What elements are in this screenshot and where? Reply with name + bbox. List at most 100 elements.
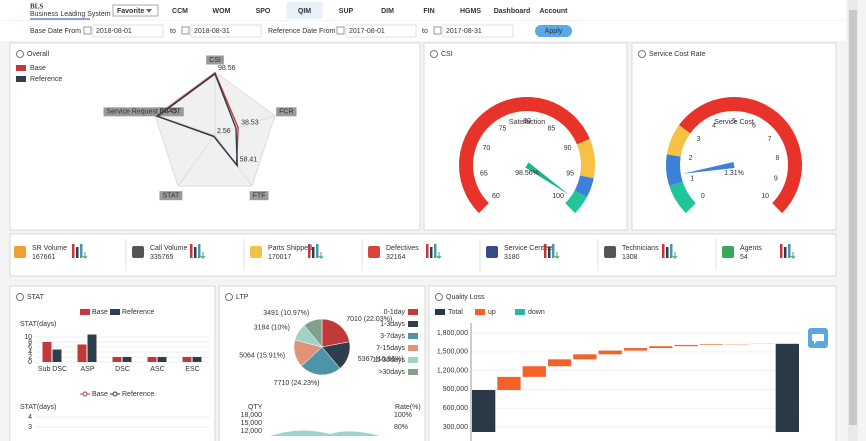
nav-tab[interactable]: Dashboard <box>494 8 531 15</box>
legend-swatch <box>408 345 418 351</box>
nav-tab[interactable]: DIM <box>381 8 394 15</box>
apply-button[interactable] <box>535 25 572 37</box>
waterfall-bar <box>623 348 648 351</box>
date-value: 2018-08-31 <box>194 28 230 35</box>
y-tick-label: 15,000 <box>241 420 263 427</box>
gauge-tick <box>756 116 759 121</box>
legend-swatch <box>408 357 418 363</box>
waterfall-bar <box>497 376 521 391</box>
kpi-label: SR Volume <box>32 245 67 252</box>
pie-label: 3491 (10.97%) <box>263 310 309 317</box>
nav-tab[interactable]: SUP <box>339 8 354 15</box>
kpi-mini-bar <box>72 244 75 258</box>
gauge-tick <box>774 132 778 137</box>
legend-swatch <box>16 76 26 82</box>
y-tick-label: 10 <box>24 334 32 341</box>
gauge-band <box>666 154 683 187</box>
legend-label: Base <box>92 309 108 316</box>
date-input[interactable] <box>442 24 514 38</box>
kpi-mini-bar <box>666 247 669 258</box>
date-checkbox[interactable] <box>336 26 345 35</box>
panel-icon <box>225 293 233 301</box>
kpi-arrow <box>318 252 324 259</box>
panel-title: Quality Loss <box>446 294 485 301</box>
gauge-band <box>678 97 802 214</box>
kpi-mini-bar <box>316 244 319 258</box>
apply-label: Apply <box>545 28 563 35</box>
y-tick-label: 18,000 <box>241 412 263 419</box>
panel-icon <box>638 50 646 58</box>
kpi-mini-bar <box>662 244 665 258</box>
gauge-band <box>669 181 696 214</box>
waterfall-bar <box>649 346 673 349</box>
bar <box>52 349 62 362</box>
legend-swatch <box>515 309 525 315</box>
y-tick-label: 600,000 <box>443 405 468 412</box>
gauge-value: 98.56% <box>515 170 539 177</box>
y-tick-label: 4 <box>28 349 32 356</box>
kpi-value: 170017 <box>268 254 291 261</box>
kpi-mini-bar <box>80 244 83 258</box>
radar-axis-label: CSI <box>209 57 221 64</box>
axis-title: QTY <box>248 404 263 411</box>
legend-swatch <box>110 309 120 315</box>
nav-tab[interactable]: CCM <box>172 8 188 15</box>
gauge-tick <box>496 119 500 124</box>
date-value: 2017-08-01 <box>349 28 385 35</box>
nav-tab[interactable]: Account <box>540 8 569 15</box>
bar <box>87 334 97 362</box>
favorite-select[interactable] <box>112 4 159 17</box>
legend-swatch <box>435 309 445 315</box>
legend-label: Reference <box>122 391 154 398</box>
gauge-tick-label: 5 <box>732 118 736 125</box>
kpi-mini-bar <box>780 244 783 258</box>
kpi-label: Parts Shipped <box>268 245 312 252</box>
date-checkbox[interactable] <box>181 26 190 35</box>
nav-tab[interactable]: HGMS <box>460 8 481 15</box>
axis-title: STAT(days) <box>20 404 56 411</box>
kpi-mini-bar <box>308 244 311 258</box>
scroll-thumb[interactable] <box>849 10 857 425</box>
gauge-tick-label: 90 <box>564 145 572 152</box>
kpi-label: Technicians <box>622 245 659 252</box>
bar <box>192 357 202 362</box>
date-input[interactable] <box>92 24 164 38</box>
y2-tick-label: 80% <box>394 424 408 431</box>
gauge-tick <box>769 200 773 204</box>
y2-tick-label: 100% <box>394 412 412 419</box>
kpi-value: 32164 <box>386 254 406 261</box>
nav-tab[interactable]: QIM <box>298 8 311 15</box>
nav-tab[interactable]: SPO <box>256 8 271 15</box>
gauge-tick-label: 1 <box>690 175 694 182</box>
radar-value-label: 58.41 <box>240 157 258 164</box>
radar-spoke <box>177 134 216 187</box>
nav-tab[interactable]: FIN <box>423 8 434 15</box>
y-tick-label: 1,800,000 <box>437 330 468 337</box>
date-value: 2018-08-01 <box>96 28 132 35</box>
filter-label: Base Date From <box>30 28 81 35</box>
kpi-icon <box>14 246 26 258</box>
gauge-tick <box>695 200 699 204</box>
gauge-tick <box>473 174 479 177</box>
legend-label: Base <box>30 65 46 72</box>
y-tick-label: 300,000 <box>443 424 468 431</box>
filter-label: to <box>422 28 428 35</box>
kpi-mini-bar <box>426 244 429 258</box>
gauge-band <box>576 138 595 179</box>
gauge-tick-label: 4 <box>712 123 716 130</box>
nav-tab[interactable]: WOM <box>213 8 231 15</box>
date-checkbox[interactable] <box>83 26 92 35</box>
gauge-band <box>574 175 594 198</box>
gauge-tick <box>682 179 687 183</box>
legend-label: Total <box>448 309 463 316</box>
x-tick-label: ESC <box>185 366 199 373</box>
gauge-tick <box>562 200 566 204</box>
date-input[interactable] <box>190 24 262 38</box>
y-tick-label: 6 <box>28 344 32 351</box>
date-input[interactable] <box>345 24 417 38</box>
legend-marker <box>82 391 88 397</box>
date-checkbox[interactable] <box>433 26 442 35</box>
kpi-mini-bar <box>784 247 787 258</box>
gauge-tick-label: 80 <box>523 118 531 125</box>
